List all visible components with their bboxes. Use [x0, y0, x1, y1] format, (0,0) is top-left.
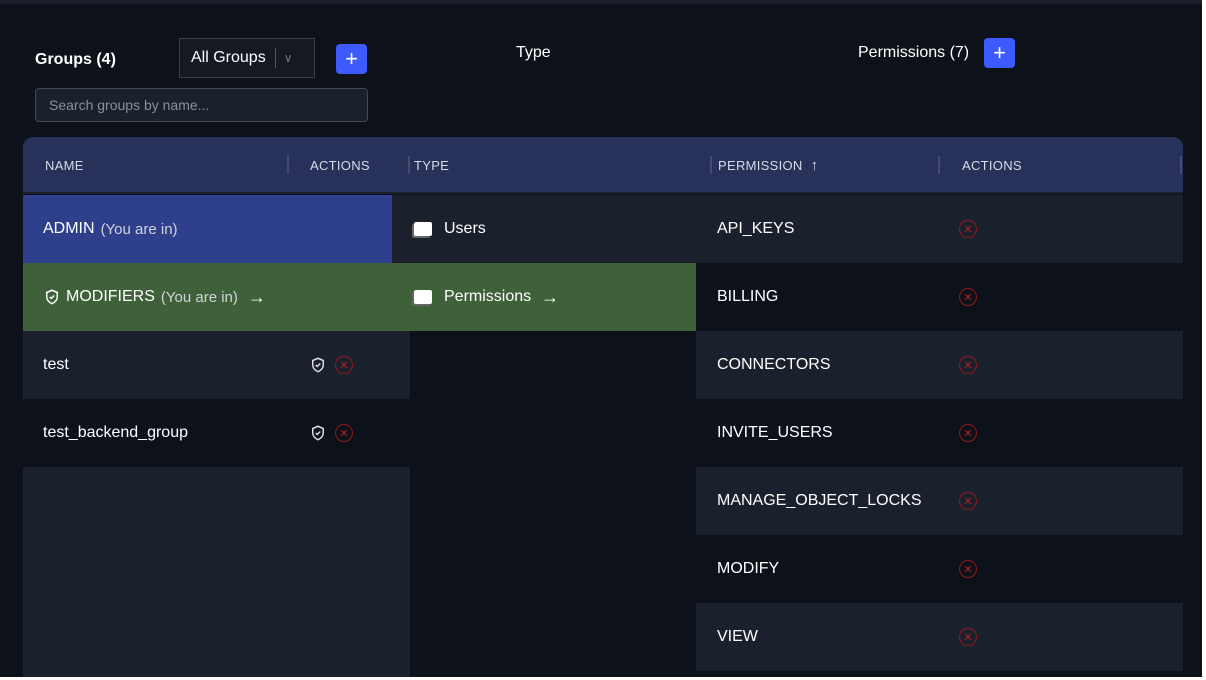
group-row[interactable]: test ✕: [23, 331, 410, 399]
remove-permission-icon[interactable]: ✕: [959, 492, 977, 510]
permission-name: INVITE_USERS: [717, 424, 833, 441]
remove-permission-icon[interactable]: ✕: [959, 220, 977, 238]
col-divider: [1180, 156, 1182, 174]
groups-empty-area: [23, 467, 410, 677]
group-row[interactable]: test_backend_group ✕: [23, 399, 410, 467]
permission-row: BILLING ✕: [696, 263, 1183, 331]
sort-ascending-icon[interactable]: ↑: [810, 157, 819, 174]
permission-row: VIEW ✕: [696, 603, 1183, 671]
remove-permission-icon[interactable]: ✕: [959, 288, 977, 306]
permission-name: API_KEYS: [717, 220, 795, 237]
remove-permission-icon[interactable]: ✕: [959, 424, 977, 442]
permission-name: BILLING: [717, 288, 779, 305]
shield-check-icon[interactable]: [309, 424, 327, 442]
add-group-button[interactable]: +: [336, 44, 367, 74]
plus-icon: +: [345, 46, 358, 71]
col-divider: [938, 156, 940, 174]
col-name[interactable]: NAME: [45, 158, 84, 173]
shield-check-icon: [46, 289, 58, 305]
permission-name: MODIFY: [717, 560, 780, 577]
type-row-users[interactable]: Users: [392, 195, 696, 263]
membership-note: (You are in): [160, 288, 238, 306]
table-header: NAME ACTIONS TYPE PERMISSION ↑ ACTIONS: [23, 137, 1183, 194]
permission-row: CONNECTORS ✕: [696, 331, 1183, 399]
group-name: test_backend_group: [43, 424, 188, 441]
folder-icon: [414, 290, 432, 304]
shield-check-icon[interactable]: [309, 356, 327, 374]
type-row-permissions[interactable]: Permissions →: [392, 263, 696, 331]
add-permission-button[interactable]: +: [984, 38, 1015, 68]
permission-row: INVITE_USERS ✕: [696, 399, 1183, 467]
remove-permission-icon[interactable]: ✕: [959, 628, 977, 646]
permission-name: VIEW: [717, 628, 758, 645]
col-divider: [408, 156, 410, 174]
group-filter-value: All Groups: [191, 49, 266, 66]
group-row-admin[interactable]: ADMIN (You are in): [23, 195, 392, 263]
groups-title: Groups (4): [35, 51, 116, 68]
permission-row: MODIFY ✕: [696, 535, 1183, 603]
search-groups-input[interactable]: [35, 88, 368, 122]
type-label: Users: [444, 220, 486, 237]
col-group-actions: ACTIONS: [310, 158, 370, 173]
chevron-down-icon: ∨: [283, 51, 293, 65]
col-divider: [710, 156, 712, 174]
permissions-title: Permissions (7): [858, 44, 970, 61]
select-separator: [274, 48, 276, 68]
remove-permission-icon[interactable]: ✕: [959, 356, 977, 374]
permission-name: CONNECTORS: [717, 356, 831, 373]
remove-permission-icon[interactable]: ✕: [959, 560, 977, 578]
arrow-right-icon: →: [541, 286, 560, 307]
col-permission[interactable]: PERMISSION ↑: [718, 137, 818, 194]
membership-note: (You are in): [100, 220, 178, 238]
group-name: test: [43, 356, 69, 373]
col-permission-label: PERMISSION: [718, 158, 803, 173]
delete-group-icon[interactable]: ✕: [335, 356, 353, 374]
arrow-right-icon: →: [247, 286, 266, 307]
top-strip: [0, 0, 1202, 4]
type-label: Permissions: [444, 288, 532, 305]
group-name: MODIFIERS: [66, 288, 155, 305]
type-title: Type: [516, 44, 551, 61]
folder-icon: [414, 222, 432, 236]
plus-icon: +: [993, 40, 1006, 65]
col-type[interactable]: TYPE: [414, 158, 450, 173]
group-name: ADMIN: [43, 220, 95, 237]
col-divider: [287, 156, 289, 174]
permission-name: MANAGE_OBJECT_LOCKS: [717, 492, 922, 509]
permission-row: API_KEYS ✕: [696, 195, 1183, 263]
group-filter-select[interactable]: All Groups ∨: [179, 38, 315, 78]
delete-group-icon[interactable]: ✕: [335, 424, 353, 442]
permission-row: MANAGE_OBJECT_LOCKS ✕: [696, 467, 1183, 535]
col-permission-actions: ACTIONS: [962, 158, 1022, 173]
